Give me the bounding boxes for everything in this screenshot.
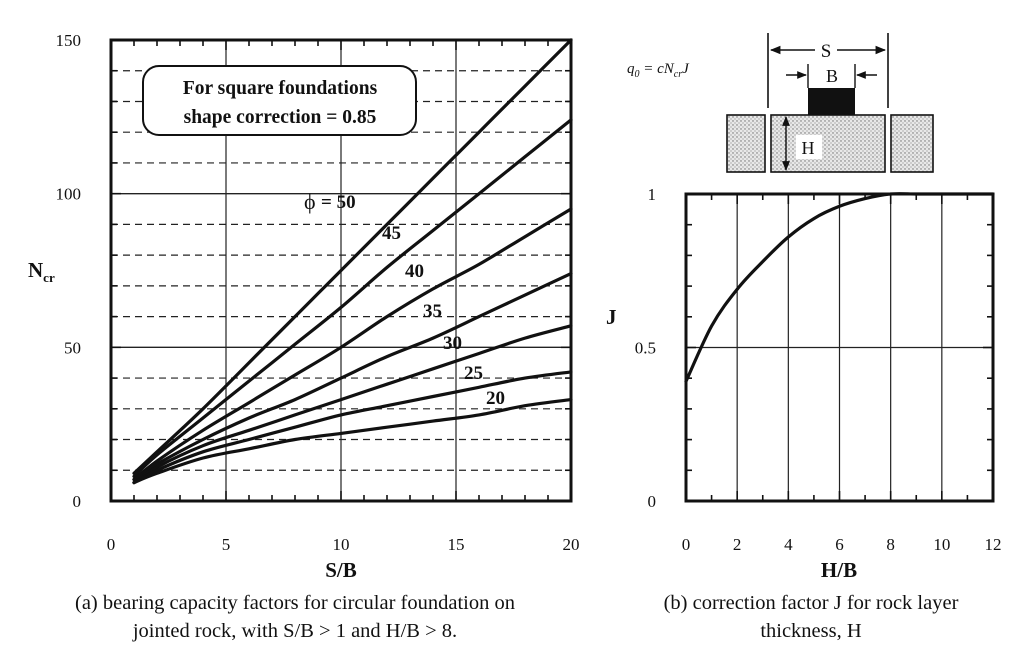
chart-b-ticks: 0 2 4 6 8 10 12 0 0.5 1: [635, 185, 1002, 554]
x-tick-label: 15: [448, 535, 465, 554]
curve-label-30: 30: [443, 333, 462, 354]
curve-label-20: 20: [486, 388, 505, 409]
x-tick-label: 5: [222, 535, 231, 554]
annotation-line-2: shape correction = 0.85: [184, 107, 377, 128]
x-tick-label: 0: [107, 535, 116, 554]
chart-b-ylabel: J: [606, 305, 617, 329]
phi-symbol: ϕ: [304, 189, 316, 214]
y-tick-label: 150: [56, 31, 82, 50]
s-label: S: [821, 41, 832, 62]
curve-phi-30: [132, 324, 573, 485]
curve-phi-45: [132, 118, 573, 478]
x-tick-label: 0: [682, 535, 691, 554]
y-tick-label: 100: [56, 185, 82, 204]
inset-formula: q0 = cNcrJ: [627, 61, 690, 80]
chart-b-grid: [686, 194, 993, 501]
caption-b-line-2: thickness, H: [760, 620, 862, 642]
y-tick-label: 50: [64, 338, 81, 357]
chart-a-bearing-capacity: 0 5 10 15 20 0 50 100 150 For square foundations…: [28, 31, 580, 582]
caption-b: (b) correction factor J for rock layer t…: [598, 589, 1024, 645]
x-tick-label: 6: [835, 535, 844, 554]
x-tick-label: 20: [563, 535, 580, 554]
curve-phi-25: [132, 370, 573, 485]
curve-label-50: = 50: [321, 192, 356, 213]
curve-label-25: 25: [464, 363, 483, 384]
chart-b-correction-factor: q0 = cNcrJ S B H 0 2 4 6 8 10 12 0 0.5 1 J H/B: [606, 33, 1002, 582]
curve-phi-40: [132, 207, 573, 482]
curve-label-35: 35: [423, 301, 442, 322]
chart-a-curves: [132, 38, 573, 485]
y-tick-label: 1: [648, 185, 657, 204]
rock-block-right: [890, 114, 934, 173]
y-tick-label: 0.5: [635, 339, 656, 358]
x-tick-label: 10: [933, 535, 950, 554]
rock-block-left: [726, 114, 766, 173]
chart-a-xlabel: S/B: [325, 558, 357, 582]
inset-diagram: q0 = cNcrJ S B H: [627, 33, 934, 173]
curve-label-40: 40: [405, 261, 424, 282]
b-label: B: [826, 66, 838, 86]
annotation-line-1: For square foundations: [183, 78, 378, 99]
x-tick-label: 12: [985, 535, 1002, 554]
chart-a-curve-labels: ϕ = 50 45 40 35 30 25 20: [304, 189, 505, 409]
y-tick-label: 0: [73, 492, 82, 511]
curve-label-45: 45: [382, 223, 401, 244]
chart-b-xlabel: H/B: [821, 558, 857, 582]
x-tick-label: 2: [733, 535, 742, 554]
y-tick-label: 0: [648, 492, 657, 511]
chart-a-ticks: 0 5 10 15 20 0 50 100 150: [56, 31, 580, 554]
caption-a: (a) bearing capacity factors for circula…: [0, 589, 590, 645]
curve-phi-50: [132, 38, 573, 475]
curve-phi-35: [132, 272, 573, 482]
curve-phi-20: [132, 398, 573, 485]
x-tick-label: 10: [333, 535, 350, 554]
caption-a-line-2: jointed rock, with S/B > 1 and H/B > 8.: [132, 620, 458, 642]
x-tick-label: 4: [784, 535, 793, 554]
x-tick-label: 8: [886, 535, 895, 554]
caption-b-line-1: (b) correction factor J for rock layer: [663, 592, 959, 614]
chart-a-annotation-box: For square foundations shape correction …: [142, 65, 417, 136]
chart-a-ylabel: Ncr: [28, 258, 55, 285]
caption-a-line-1: (a) bearing capacity factors for circula…: [75, 592, 515, 614]
h-label: H: [802, 138, 815, 158]
rock-block-middle: [770, 114, 886, 173]
footing: [808, 88, 855, 115]
